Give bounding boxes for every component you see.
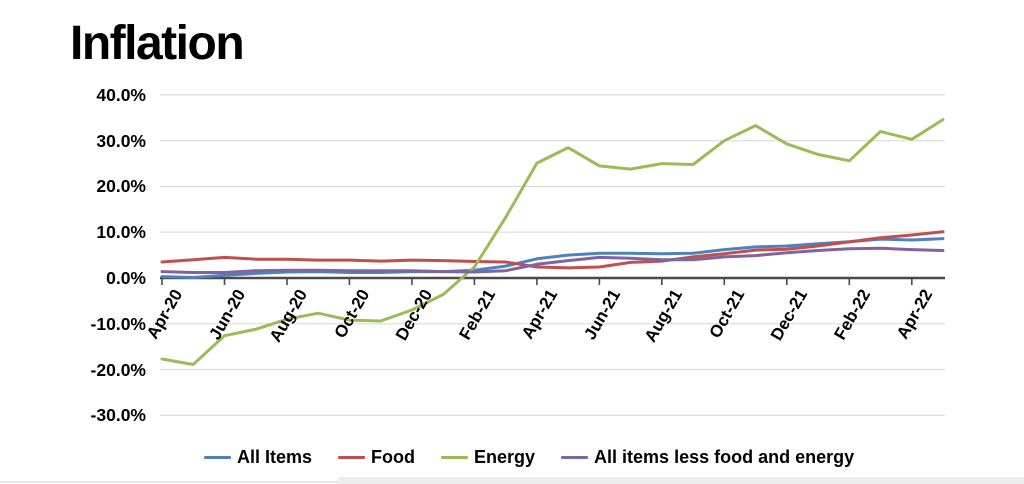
legend: All Items Food Energy All items less food a…	[204, 447, 854, 468]
legend-swatch-food	[338, 455, 366, 460]
y-tick-label: -10.0%	[90, 314, 146, 334]
chart-canvas	[160, 94, 945, 416]
series-line-food	[160, 230, 945, 270]
legend-item: All Items	[204, 447, 312, 468]
window-bottom-bar	[338, 477, 1024, 484]
legend-item: All items less food and energy	[561, 447, 854, 468]
legend-item: Energy	[441, 447, 535, 468]
y-tick-label: -20.0%	[90, 360, 146, 380]
y-tick-label: 40.0%	[96, 85, 146, 105]
legend-label: All items less food and energy	[594, 447, 855, 467]
legend-swatch-energy	[441, 455, 469, 460]
y-tick-label: 10.0%	[96, 222, 146, 242]
y-tick-label: 0.0%	[106, 268, 146, 288]
legend-label: Food	[371, 447, 416, 467]
legend-label: Energy	[474, 447, 536, 467]
series-line-energy	[160, 118, 945, 366]
y-tick-label: 20.0%	[96, 176, 146, 196]
y-tick-label: -30.0%	[90, 405, 146, 425]
chart-title: Inflation	[70, 17, 245, 70]
legend-item: Food	[338, 447, 415, 468]
y-tick-label: 30.0%	[96, 131, 146, 151]
legend-label: All Items	[237, 447, 313, 467]
legend-swatch-all-items-less-food-and-energy	[561, 455, 589, 460]
series-line-all-items	[160, 237, 945, 279]
series-line-all-items-less-food-and-energy	[160, 246, 945, 274]
legend-swatch-all-items	[204, 455, 231, 460]
